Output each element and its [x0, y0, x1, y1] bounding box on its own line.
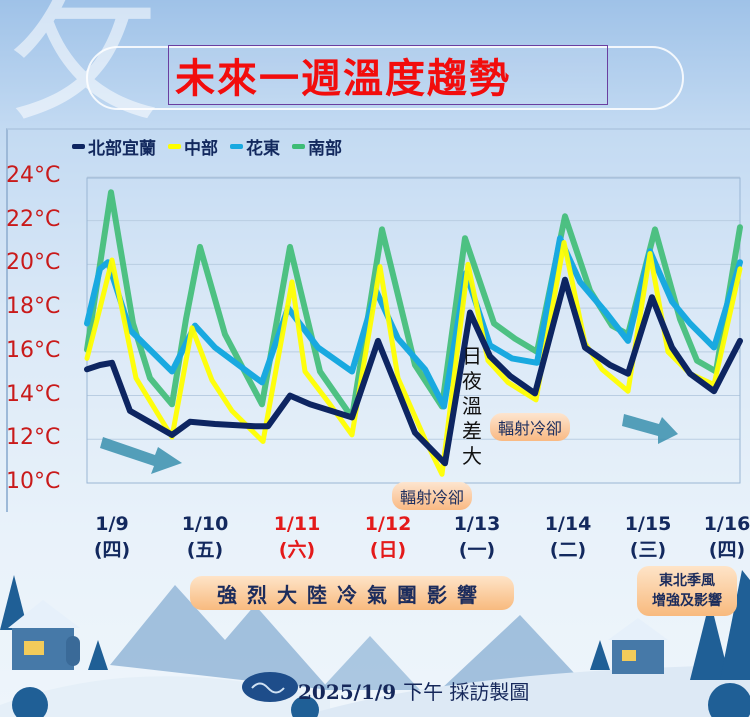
legend-item: 南部	[292, 134, 342, 159]
note-char: 大	[462, 444, 482, 468]
legend-swatch	[230, 144, 243, 149]
y-tick-label: 10°C	[6, 469, 61, 494]
series-line	[84, 276, 743, 467]
date-label: 1/14 (二)	[545, 511, 592, 563]
date-text: 1/13	[453, 513, 501, 535]
date-text: 1/16	[703, 513, 750, 535]
weekday-text: (四)	[93, 539, 131, 561]
monsoon-line2: 增強及影響	[652, 593, 722, 609]
trend-arrows	[100, 414, 678, 474]
legend-swatch	[292, 144, 305, 149]
date-text: 1/11	[273, 513, 321, 535]
note-char: 夜	[462, 369, 482, 393]
title-pill-outline	[86, 46, 684, 110]
legend-label: 南部	[308, 139, 342, 159]
date-label: 1/11 (六)	[274, 511, 321, 563]
legend-label: 花東	[246, 139, 280, 159]
note-char: 溫	[462, 394, 482, 418]
house-left-icon	[0, 575, 108, 670]
monsoon-line1: 東北季風	[659, 573, 715, 589]
date-text: 1/12	[364, 513, 412, 535]
note-char: 差	[462, 419, 482, 443]
weekday-text: (三)	[629, 539, 667, 561]
monsoon-banner: 東北季風 增強及影響	[637, 566, 737, 616]
y-tick-label: 16°C	[6, 337, 61, 363]
note-char: 日	[462, 344, 482, 368]
date-label: 1/15 (三)	[625, 511, 672, 563]
series-line	[84, 235, 743, 410]
legend-label: 中部	[184, 139, 218, 159]
legend-item: 花東	[230, 134, 280, 159]
date-label: 1/12 (日)	[365, 511, 412, 563]
date-label: 1/9 (四)	[94, 511, 130, 563]
arrow-down-icon	[100, 437, 182, 474]
date-label: 1/16 (四)	[704, 511, 750, 563]
footer-credit: 2025/1/9 下午 採訪製圖	[298, 676, 529, 705]
logo-icon	[242, 672, 298, 702]
y-tick-label: 24°C	[6, 162, 61, 188]
weekday-text: (一)	[458, 539, 496, 561]
footer-date: 2025/1/9	[298, 680, 397, 704]
footer-text: 下午 採訪製圖	[403, 680, 530, 704]
legend-item: 中部	[168, 134, 218, 159]
diurnal-range-note: 日夜溫差大	[462, 344, 482, 469]
legend-swatch	[168, 144, 181, 149]
weekday-text: (日)	[369, 539, 407, 561]
date-text: 1/10	[181, 513, 229, 535]
date-label: 1/10 (五)	[182, 511, 229, 563]
y-tick-label: 12°C	[6, 425, 61, 451]
y-tick-label: 20°C	[6, 250, 61, 276]
legend-label: 北部宜蘭	[88, 139, 156, 159]
weekday-text: (二)	[549, 539, 587, 561]
legend-item: 北部宜蘭	[72, 134, 156, 159]
weekday-text: (五)	[186, 539, 224, 561]
legend-swatch	[72, 144, 85, 149]
date-text: 1/15	[624, 513, 672, 535]
house-right-icon	[590, 570, 750, 680]
chart-panel	[6, 128, 750, 512]
chart-legend: 北部宜蘭 中部 花東 南部	[72, 134, 342, 159]
page-title: 未來一週溫度趨勢	[175, 56, 511, 102]
weekday-text: (六)	[278, 539, 316, 561]
chart-lines	[84, 189, 743, 477]
date-text: 1/14	[544, 513, 592, 535]
title-box: 未來一週溫度趨勢	[168, 45, 608, 105]
y-tick-label: 22°C	[6, 206, 61, 232]
date-label: 1/13 (一)	[454, 511, 501, 563]
weekday-text: (四)	[708, 539, 746, 561]
radiative-cooling-label: 輻射冷卻	[392, 482, 473, 510]
cold-air-mass-banner: 強烈大陸冷氣團影響	[190, 576, 514, 610]
date-text: 1/9	[95, 513, 129, 535]
y-tick-label: 18°C	[6, 294, 61, 320]
y-tick-label: 14°C	[6, 381, 61, 407]
arrow-down-icon	[622, 414, 678, 444]
radiative-cooling-label: 輻射冷卻	[490, 413, 571, 441]
